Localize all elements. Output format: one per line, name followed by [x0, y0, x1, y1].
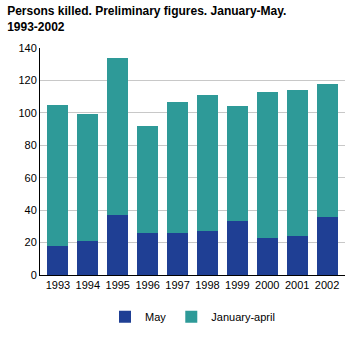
svg-text:May: May: [145, 311, 166, 323]
svg-text:20: 20: [25, 236, 37, 248]
svg-text:60: 60: [25, 172, 37, 184]
svg-text:1994: 1994: [76, 279, 100, 291]
svg-text:1999: 1999: [225, 279, 249, 291]
svg-text:120: 120: [18, 74, 36, 86]
svg-text:100: 100: [18, 107, 36, 119]
svg-text:80: 80: [25, 139, 37, 151]
svg-text:January-april: January-april: [211, 311, 275, 323]
svg-text:2002: 2002: [315, 279, 339, 291]
svg-text:2001: 2001: [285, 279, 309, 291]
svg-text:0: 0: [31, 269, 37, 281]
svg-text:1993: 1993: [46, 279, 70, 291]
svg-text:1998: 1998: [195, 279, 219, 291]
svg-text:1996: 1996: [135, 279, 159, 291]
svg-text:1995: 1995: [106, 279, 130, 291]
svg-text:40: 40: [25, 204, 37, 216]
svg-text:1997: 1997: [165, 279, 189, 291]
svg-text:2000: 2000: [255, 279, 279, 291]
svg-text:140: 140: [18, 42, 36, 54]
svg-text:Persons killed. Preliminary fi: Persons killed. Preliminary figures. Jan…: [7, 4, 286, 34]
